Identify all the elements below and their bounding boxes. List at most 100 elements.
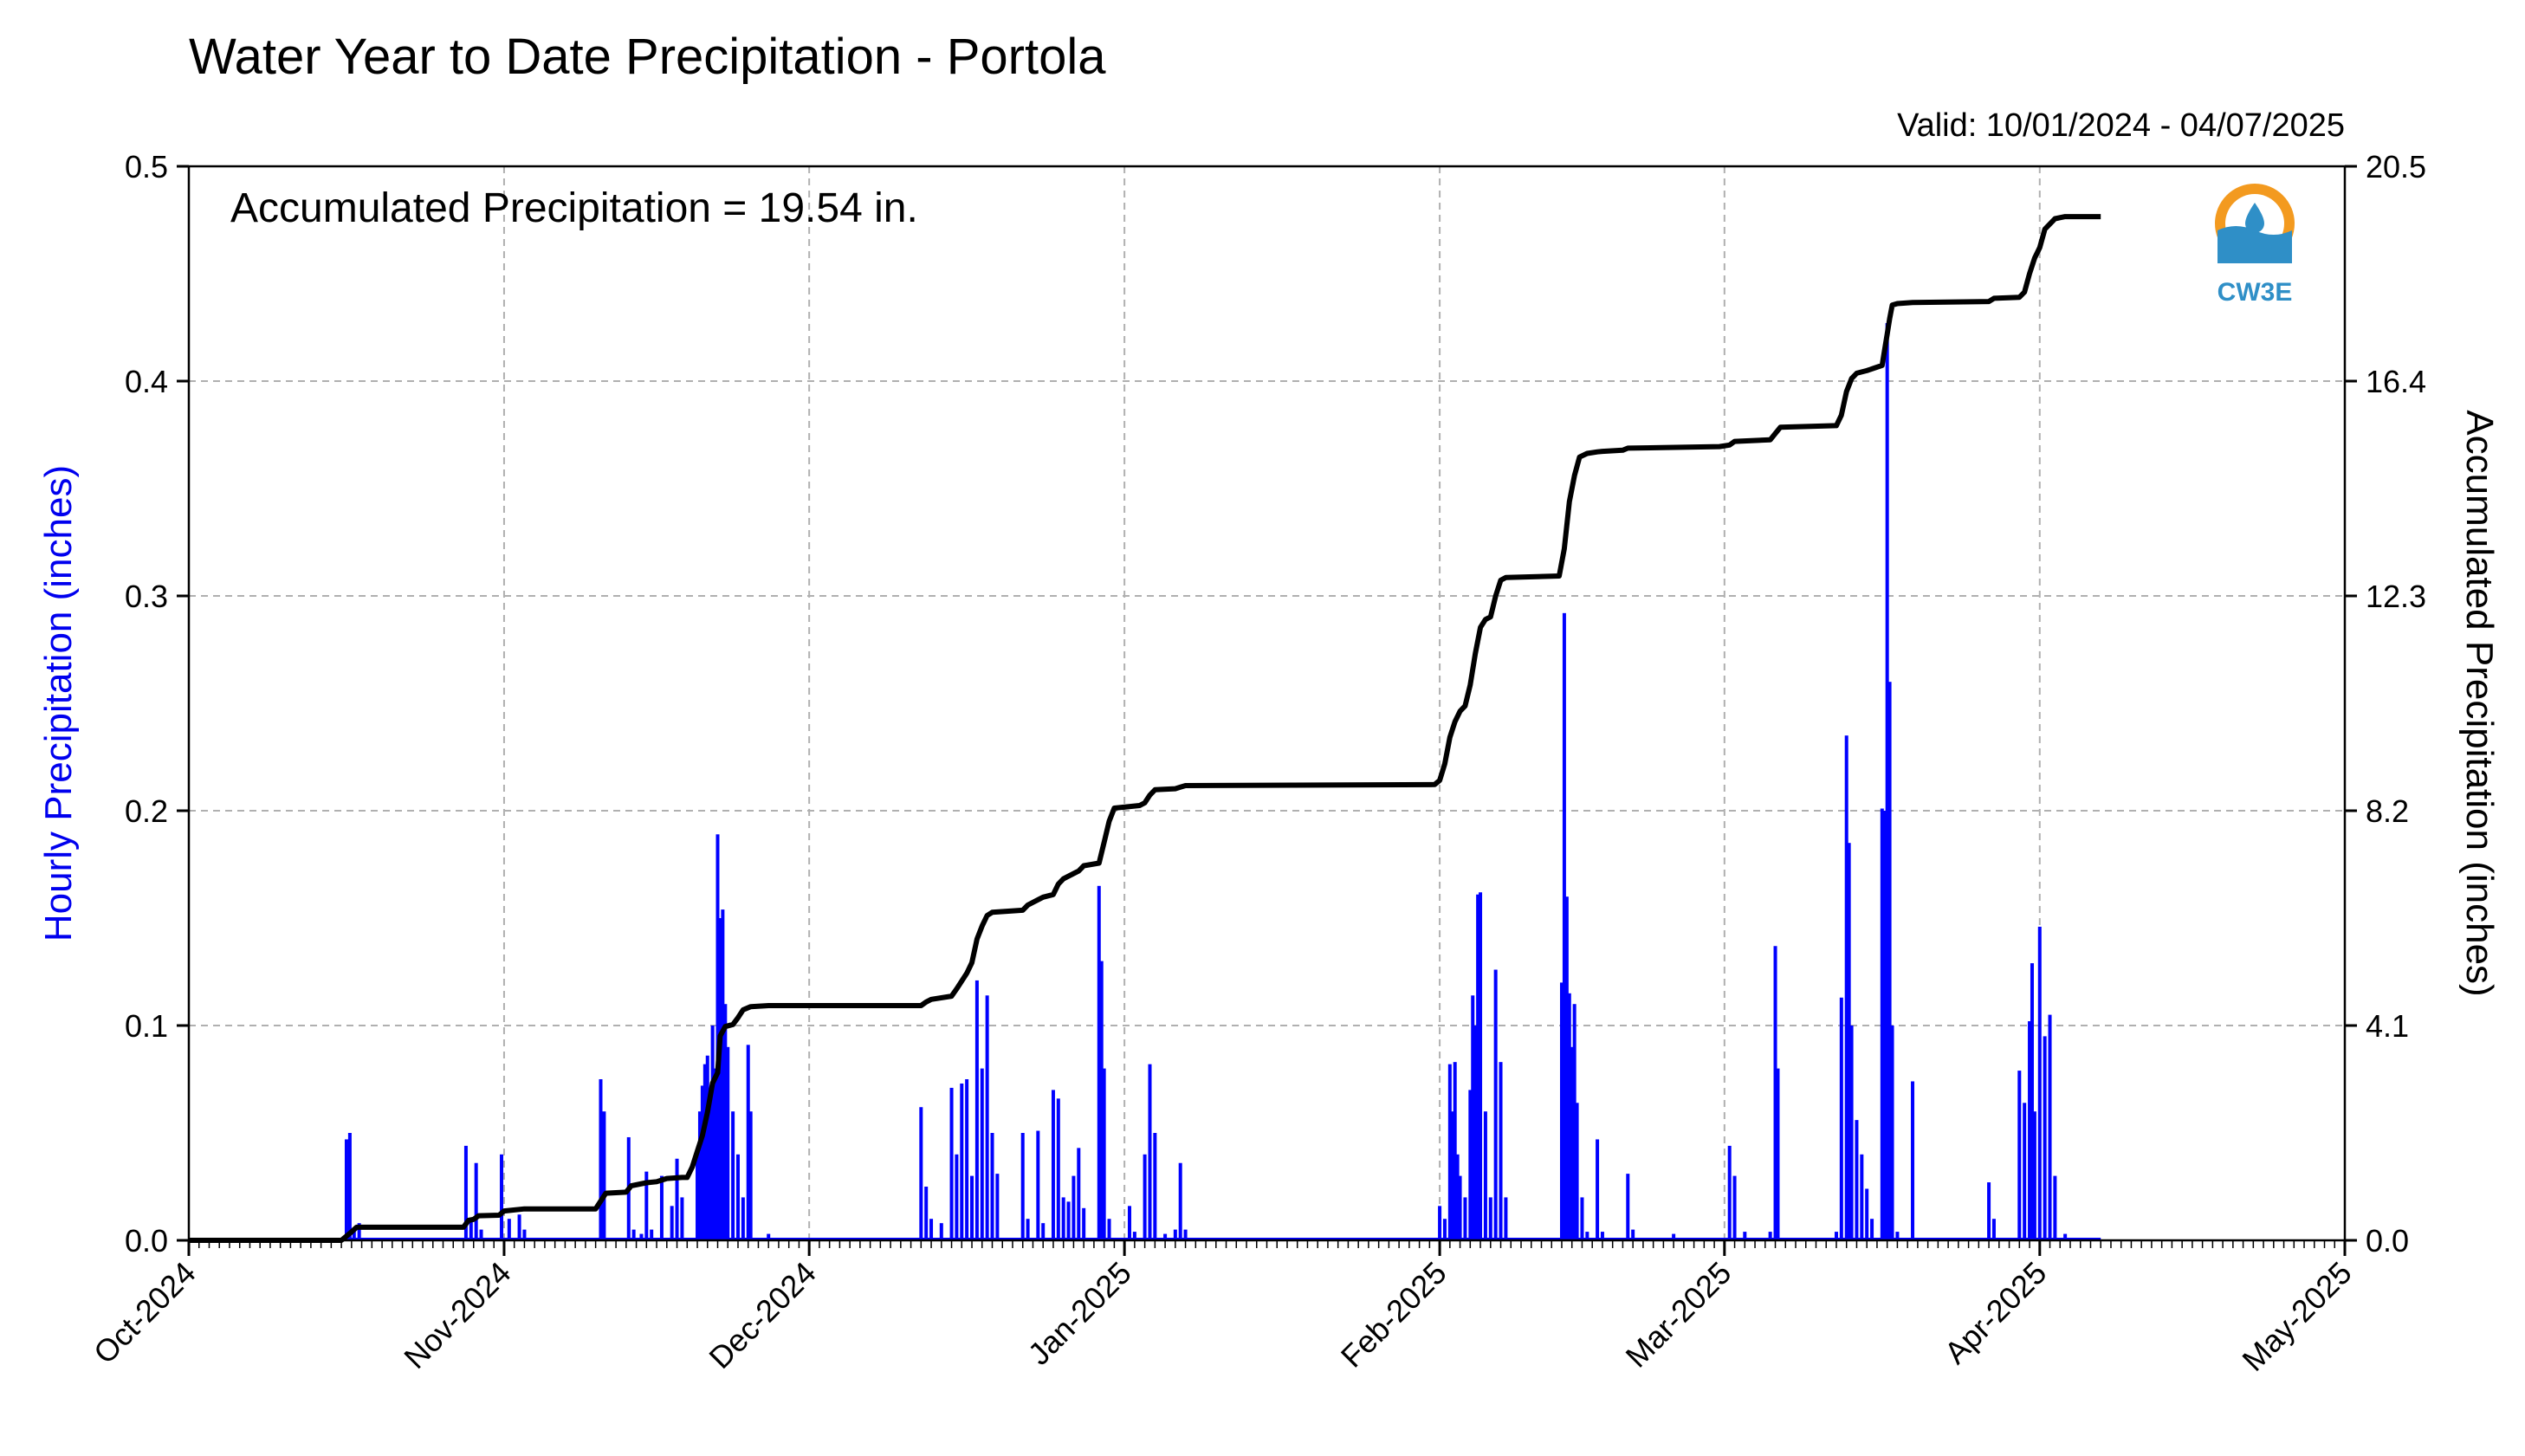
hourly-bar — [919, 1107, 923, 1240]
hourly-bar — [1504, 1197, 1508, 1240]
hourly-bar — [1447, 1064, 1452, 1240]
hourly-bar — [2048, 1014, 2052, 1240]
hourly-bar — [1077, 1148, 1081, 1240]
y-axis-label: Hourly Precipitation (inches) — [37, 465, 80, 942]
hourly-bar — [2043, 1036, 2047, 1240]
hourly-bar — [500, 1154, 504, 1240]
hourly-bar — [522, 1229, 527, 1240]
valid-date-range: Valid: 10/01/2024 - 04/07/2025 — [1897, 107, 2345, 144]
hourly-bar — [602, 1111, 606, 1240]
hourly-bar — [1488, 1197, 1492, 1240]
hourly-bar — [675, 1158, 679, 1240]
hourly-bar — [344, 1139, 348, 1240]
hourly-bar — [2023, 1103, 2027, 1240]
logo-text: CW3E — [2217, 278, 2293, 307]
hourly-bar — [708, 1100, 712, 1240]
hourly-bar — [352, 1227, 356, 1240]
hourly-bar — [1178, 1162, 1182, 1240]
hourly-bar — [924, 1187, 929, 1240]
hourly-bar — [718, 918, 722, 1240]
hourly-bar — [1600, 1232, 1604, 1240]
hourly-bar — [1567, 993, 1571, 1240]
y-axis-ticks: 0.0 0.1 0.2 0.3 0.4 0.5 — [125, 149, 189, 1259]
hourly-bar — [955, 1154, 959, 1240]
chart-title: Water Year to Date Precipitation - Porto… — [189, 29, 1106, 85]
grid-lines — [189, 166, 2345, 1240]
hourly-bar — [746, 1045, 750, 1240]
hourly-bar — [1882, 811, 1887, 1240]
hourly-bar — [1051, 1090, 1055, 1240]
hourly-bar — [980, 1068, 984, 1240]
hourly-bar — [631, 1229, 636, 1240]
hourly-bar — [1097, 885, 1101, 1240]
hourly-bar — [644, 1171, 649, 1240]
hourly-bar — [723, 1004, 728, 1240]
y-tick-label: 0.0 — [125, 1223, 168, 1259]
y2-tick-label: 8.2 — [2366, 793, 2409, 829]
hourly-bar — [1768, 1232, 1772, 1240]
hourly-bar — [1102, 1068, 1106, 1240]
hourly-bar — [347, 1133, 352, 1240]
hourly-bar — [960, 1083, 964, 1240]
hourly-bar — [1839, 997, 1843, 1240]
hourly-bar — [1442, 1219, 1447, 1240]
hourly-bar — [949, 1087, 954, 1240]
hourly-bar — [1987, 1182, 1991, 1240]
hourly-bar — [639, 1233, 644, 1240]
hourly-bar — [2032, 1111, 2036, 1240]
hourly-bar — [696, 1154, 700, 1240]
y-tick-label: 0.1 — [125, 1008, 168, 1044]
hourly-bar — [2030, 963, 2034, 1240]
hourly-bar — [659, 1175, 664, 1240]
hourly-bar — [1499, 1062, 1503, 1240]
hourly-bar — [1562, 612, 1566, 1240]
hourly-bar — [1107, 1219, 1111, 1240]
hourly-bar — [599, 1079, 603, 1240]
y2-tick-label: 16.4 — [2366, 364, 2426, 399]
hourly-bar — [1776, 1068, 1780, 1240]
hourly-bar — [1834, 1232, 1838, 1240]
hourly-bar — [1732, 1175, 1737, 1240]
y-tick-label: 0.4 — [125, 364, 168, 399]
hourly-bar — [1056, 1098, 1060, 1240]
hourly-bar — [1880, 808, 1884, 1240]
y-tick-label: 0.2 — [125, 793, 168, 829]
hourly-bar — [1041, 1223, 1046, 1240]
hourly-bar — [1727, 1145, 1732, 1240]
accumulated-annotation: Accumulated Precipitation = 19.54 in. — [230, 185, 918, 231]
hourly-bar — [1860, 1154, 1864, 1240]
cw3e-logo: CW3E — [2215, 184, 2295, 307]
hourly-bar — [1463, 1197, 1467, 1240]
hourly-bar — [1438, 1206, 1442, 1240]
y-tick-label: 0.3 — [125, 579, 168, 614]
hourly-bar — [357, 1223, 361, 1240]
hourly-bar — [697, 1111, 702, 1240]
hourly-bar — [469, 1219, 473, 1240]
hourly-bar — [680, 1197, 684, 1240]
hourly-bar — [974, 980, 979, 1240]
hourly-bar — [1072, 1175, 1076, 1240]
hourly-bar — [1132, 1232, 1136, 1240]
hourly-bar — [1476, 894, 1480, 1240]
hourly-bar — [507, 1219, 511, 1240]
hourly-bar — [1479, 892, 1483, 1240]
y2-tick-label: 4.1 — [2366, 1008, 2409, 1044]
hourly-bar — [1183, 1229, 1188, 1240]
hourly-bar — [1564, 896, 1569, 1240]
hourly-bar — [1572, 1004, 1577, 1240]
hourly-bar — [1453, 1062, 1457, 1240]
hourly-bar — [1458, 1175, 1462, 1240]
hourly-bar — [2063, 1233, 2068, 1240]
hourly-bar — [2037, 926, 2042, 1240]
hourly-bar — [700, 1085, 704, 1240]
hourly-bar — [517, 1214, 521, 1240]
hourly-bar — [995, 1174, 1000, 1240]
hourly-bar — [1570, 1046, 1574, 1240]
hourly-bar — [726, 1046, 730, 1240]
hourly-bar — [1895, 1232, 1900, 1240]
y2-axis-ticks: 0.0 4.1 8.2 12.3 16.4 20.5 — [2345, 149, 2426, 1259]
y2-tick-label: 0.0 — [2366, 1223, 2409, 1259]
hourly-bar — [965, 1079, 969, 1240]
hourly-bar — [1148, 1064, 1152, 1240]
